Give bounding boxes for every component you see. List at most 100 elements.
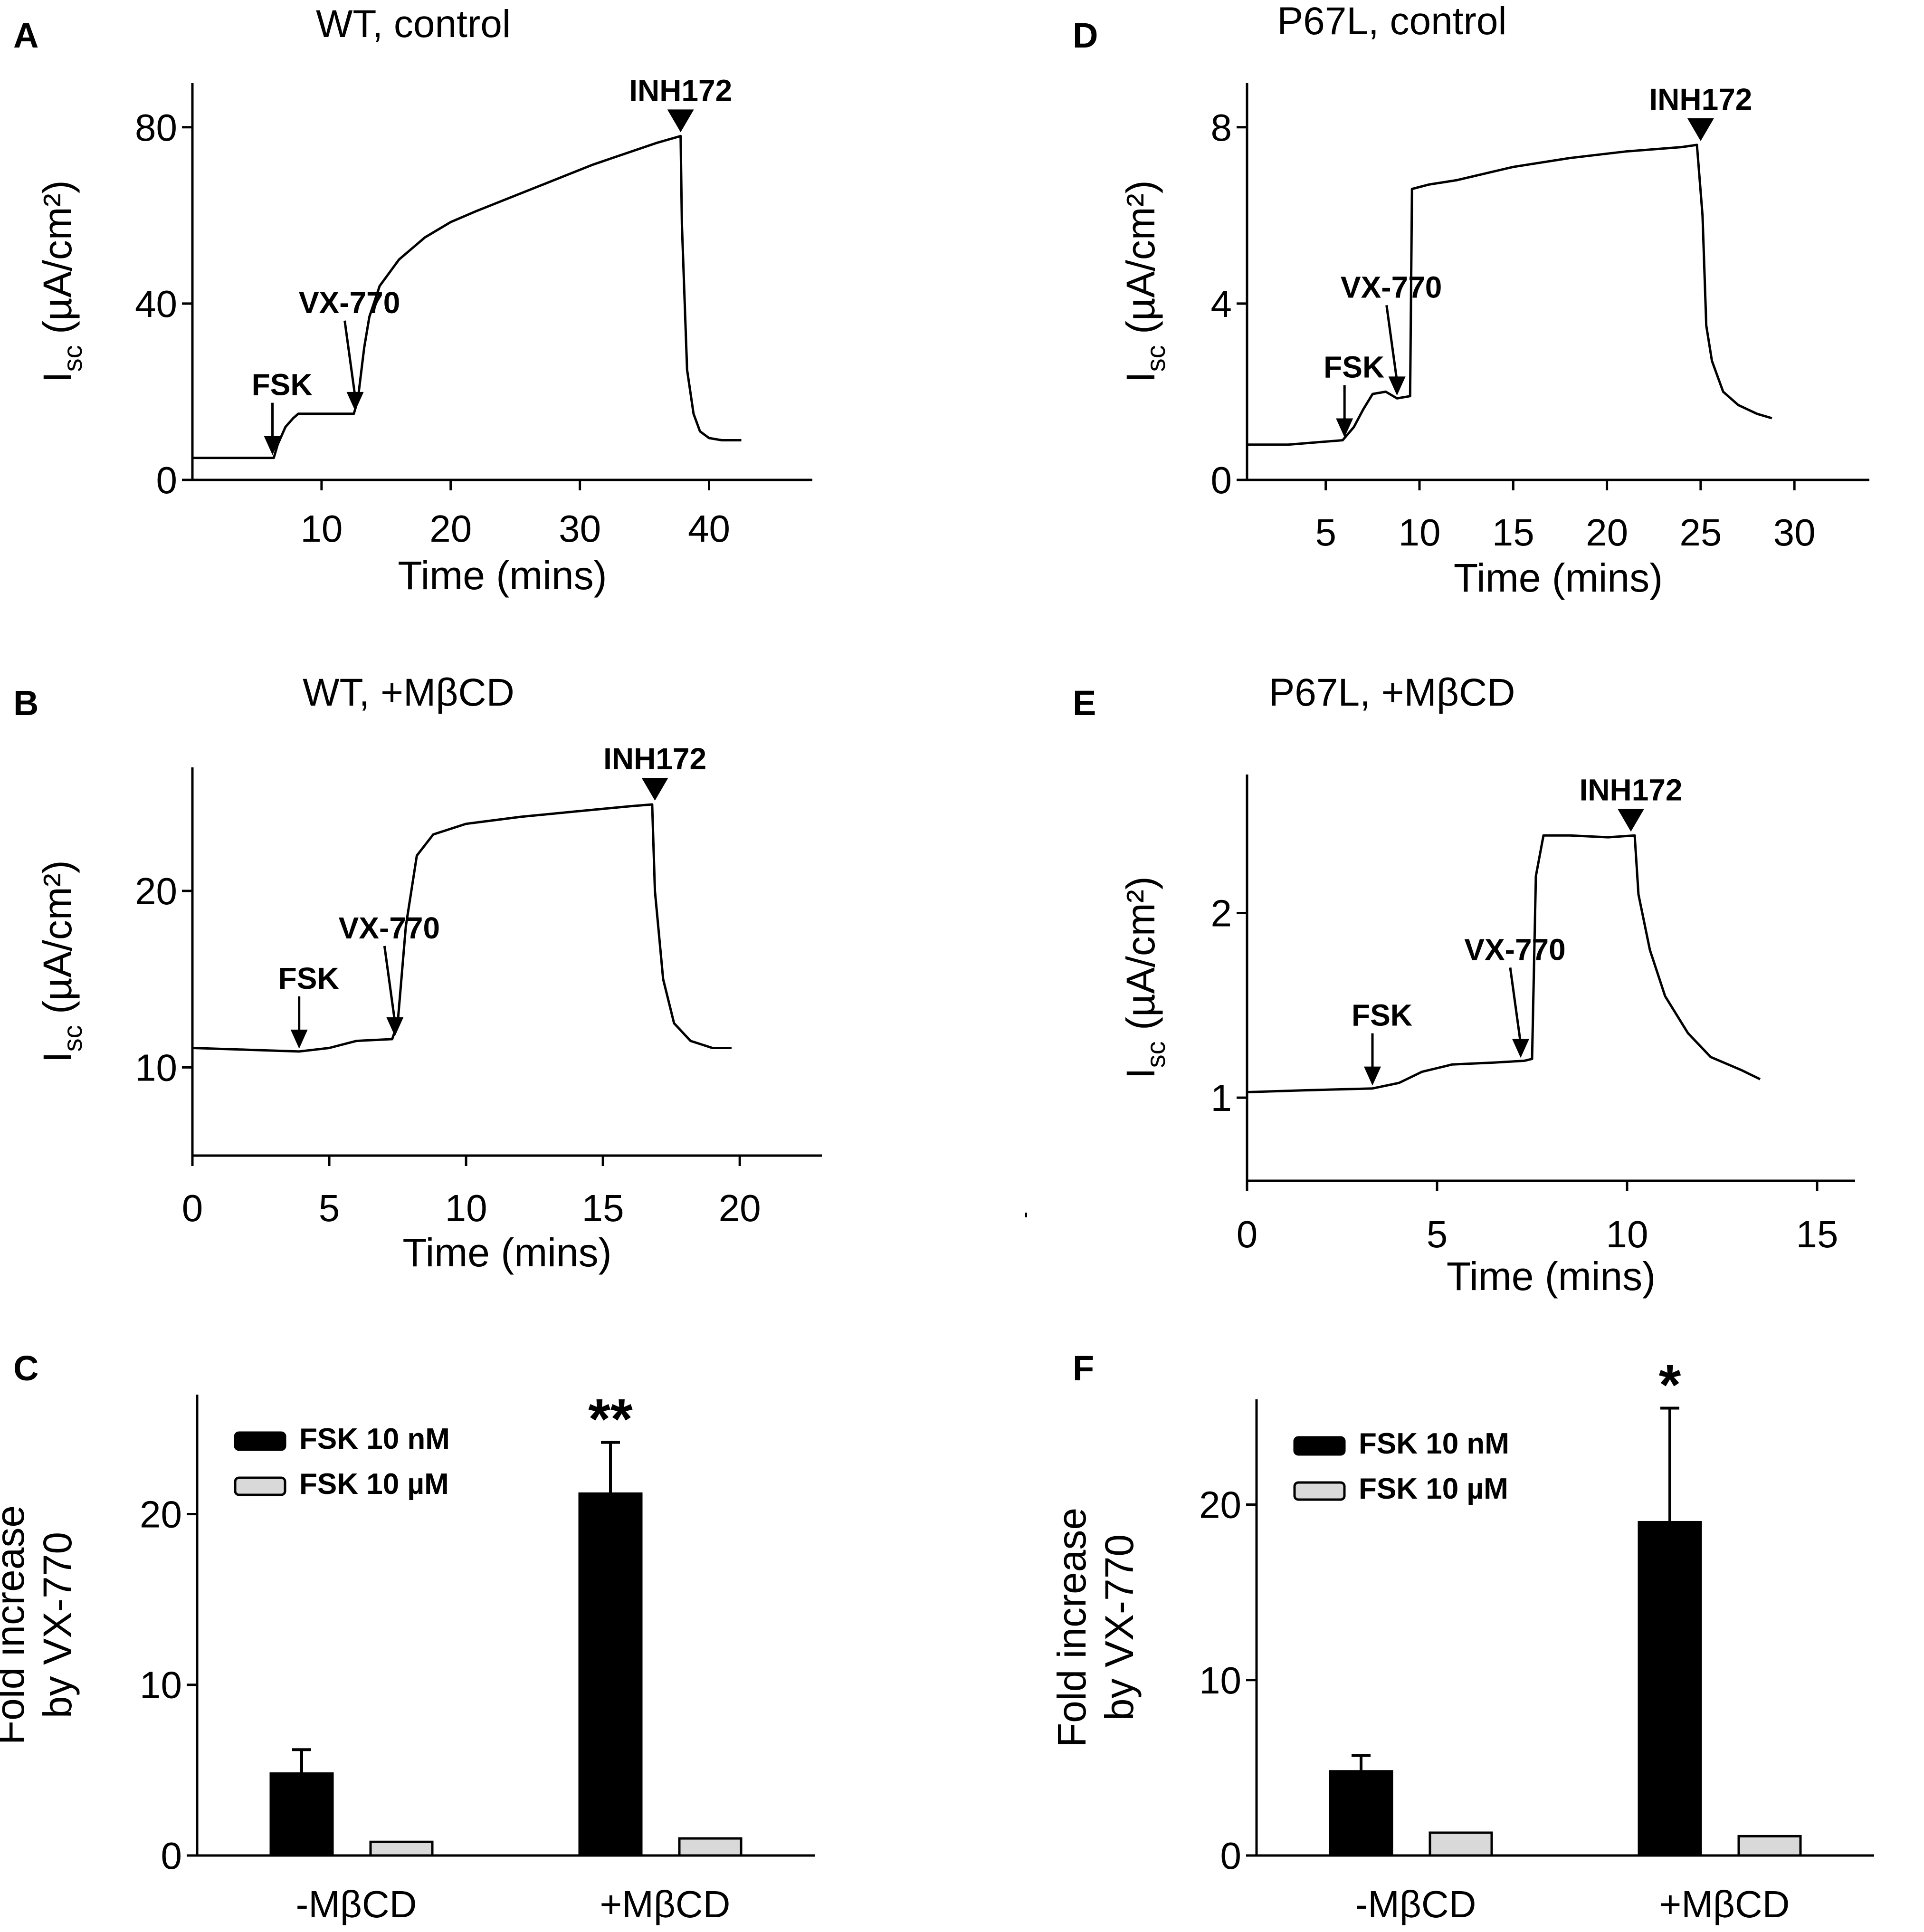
annotation-label: FSK [252, 368, 313, 402]
annotation-label: INH172 [603, 742, 706, 776]
y-tick-label: 2 [1211, 892, 1232, 934]
y-axis-label-main: I [1118, 1068, 1163, 1079]
y-tick-label: 0 [1220, 1835, 1242, 1877]
y-axis-label: Isc (µA/cm²) [35, 860, 87, 1062]
arrow-head [346, 392, 364, 411]
y-axis-label: by VX-770 [1097, 1534, 1142, 1721]
legend-swatch [1293, 1436, 1346, 1456]
x-tick-label: 15 [1796, 1213, 1838, 1255]
x-axis-label: Time (mins) [1447, 1254, 1656, 1299]
trace-line [1247, 143, 1772, 446]
bar [269, 1772, 334, 1857]
y-axis-label-main: I [35, 1052, 80, 1062]
y-axis-label-unit: (µA/cm²) [35, 860, 80, 1025]
significance-marker: ** [588, 1387, 633, 1451]
y-axis-label-unit: (µA/cm²) [35, 180, 80, 345]
y-tick-label: 20 [140, 1493, 182, 1535]
annotation-label: VX-770 [299, 286, 400, 320]
panel-e: E P67L, +MβCD 1 2 0 5 10 15 Time (mins) Isc (µA/c… [1073, 671, 1855, 1299]
panel-d: D P67L, control 0 4 8 5 10 15 20 25 30 Time (mins) I… [1073, 0, 1869, 600]
x-category-label: -MβCD [296, 1883, 417, 1925]
panel-letter: F [1073, 1349, 1094, 1388]
x-category-label: -MβCD [1355, 1883, 1476, 1925]
x-tick-label: 10 [1606, 1213, 1648, 1255]
y-axis-label: Fold increase [1049, 1508, 1094, 1747]
annotation-label: VX-770 [1464, 932, 1565, 966]
panel-letter: A [13, 16, 38, 55]
annotation-label: FSK [1324, 350, 1384, 384]
panel-c: C 0 10 20 -MβCD +MβCD ** FSK 10 nM FSK 10 µM Fold… [0, 1349, 815, 1925]
bar [1638, 1521, 1702, 1857]
x-tick-label: 20 [719, 1187, 761, 1229]
y-axis-label-unit: (µA/cm²) [1118, 180, 1163, 345]
y-axis-label-main: I [1118, 372, 1163, 383]
y-tick-label: 40 [135, 283, 177, 325]
arrow-head [386, 1017, 404, 1036]
x-tick-label: 40 [688, 507, 730, 550]
trace-line [192, 134, 742, 459]
legend-label: FSK 10 µM [1359, 1473, 1508, 1505]
y-axis-label-unit: (µA/cm²) [1118, 876, 1163, 1041]
y-tick-label: 20 [1199, 1484, 1241, 1526]
y-axis-label-sub: sc [57, 345, 87, 372]
x-tick-label: 15 [582, 1187, 624, 1229]
y-tick-label: 10 [1199, 1659, 1241, 1702]
panel-letter: E [1073, 683, 1096, 723]
arrow-shaft [343, 320, 357, 397]
bar [1737, 1835, 1802, 1857]
x-tick-label: 0 [182, 1187, 203, 1229]
legend-swatch [234, 1431, 286, 1451]
y-axis-label: Isc (µA/cm²) [35, 180, 87, 383]
panel-title: P67L, +MβCD [1269, 671, 1515, 714]
y-tick-label: 10 [135, 1046, 177, 1089]
y-tick-label: 0 [161, 1835, 182, 1877]
y-axis-label-sub: sc [1141, 345, 1171, 372]
panel-title: WT, control [316, 2, 511, 46]
x-tick-label: 30 [1773, 511, 1816, 554]
x-category-label: +MβCD [600, 1883, 731, 1925]
x-tick-label: 20 [1586, 511, 1628, 554]
x-tick-label: 5 [319, 1187, 340, 1229]
annotation-label: INH172 [1649, 82, 1752, 116]
x-tick-label: 20 [429, 507, 472, 550]
x-tick-label: 10 [300, 507, 343, 550]
annotation-label: INH172 [629, 73, 732, 107]
y-tick-label: 80 [135, 106, 177, 149]
inh172-marker [1618, 809, 1644, 832]
x-tick-label: 5 [1427, 1213, 1448, 1255]
x-tick-label: 25 [1679, 511, 1722, 554]
bar [1429, 1831, 1493, 1857]
panel-b: B WT, +MβCD 10 20 0 5 10 15 20 Time (mins) Isc (µA… [13, 671, 822, 1275]
arrow-head [1388, 376, 1406, 396]
y-tick-label: 20 [135, 870, 177, 912]
legend-label: FSK 10 nM [299, 1423, 450, 1455]
significance-marker: * [1659, 1353, 1681, 1416]
arrow-shaft [1509, 967, 1522, 1044]
inh172-marker [1687, 118, 1714, 141]
panel-title: P67L, control [1277, 0, 1506, 43]
legend-label: FSK 10 nM [1359, 1427, 1509, 1460]
trace-line [1247, 834, 1761, 1093]
bar [578, 1492, 643, 1857]
panel-letter: D [1073, 16, 1098, 55]
inh172-marker [641, 777, 668, 801]
arrow-head [290, 1029, 308, 1049]
x-axis-label: Time (mins) [402, 1230, 611, 1275]
panel-letter: C [13, 1349, 38, 1388]
y-axis-label-sub: sc [57, 1025, 87, 1052]
x-tick-label: 5 [1315, 511, 1336, 554]
annotation-label: INH172 [1580, 773, 1683, 807]
y-tick-label: 8 [1211, 106, 1232, 149]
inh172-marker [667, 109, 694, 133]
y-tick-label: 0 [156, 459, 178, 501]
x-tick-label: 15 [1492, 511, 1534, 554]
legend-swatch [1293, 1481, 1346, 1501]
x-axis-label: Time (mins) [398, 553, 607, 598]
panel-f: F 0 10 20 -MβCD +MβCD * FSK 10 nM FSK 10 µM Fold … [1049, 1349, 1874, 1925]
legend-swatch [234, 1476, 286, 1496]
y-tick-label: 1 [1211, 1077, 1232, 1119]
y-tick-label: 4 [1211, 283, 1232, 325]
x-tick-label: 0 [1237, 1213, 1258, 1255]
x-tick-label: 10 [1399, 511, 1441, 554]
